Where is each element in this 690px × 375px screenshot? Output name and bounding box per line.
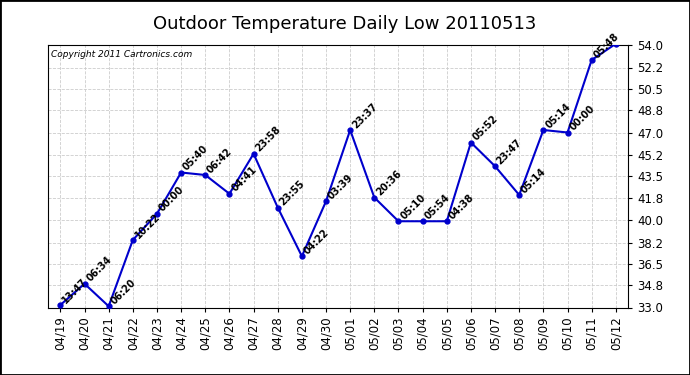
Text: 06:34: 06:34 (85, 255, 114, 284)
Text: 05:40: 05:40 (181, 144, 210, 172)
Text: 23:58: 23:58 (254, 124, 283, 154)
Text: 05:14: 05:14 (544, 101, 573, 130)
Text: 05:14: 05:14 (519, 166, 549, 195)
Text: 10:22: 10:22 (132, 211, 162, 240)
Text: 04:22: 04:22 (302, 227, 331, 256)
Text: 06:20: 06:20 (109, 277, 138, 306)
Text: 00:00: 00:00 (567, 104, 597, 132)
Text: Outdoor Temperature Daily Low 20110513: Outdoor Temperature Daily Low 20110513 (153, 15, 537, 33)
Text: 06:42: 06:42 (206, 146, 235, 175)
Text: 02:53: 02:53 (0, 374, 1, 375)
Text: 23:37: 23:37 (350, 101, 380, 130)
Text: 23:55: 23:55 (277, 178, 307, 207)
Text: 00:00: 00:00 (157, 185, 186, 214)
Text: Copyright 2011 Cartronics.com: Copyright 2011 Cartronics.com (51, 50, 193, 59)
Text: 04:38: 04:38 (447, 192, 476, 221)
Text: 05:10: 05:10 (398, 192, 428, 221)
Text: 03:39: 03:39 (326, 172, 355, 201)
Text: 13:47: 13:47 (61, 276, 90, 305)
Text: 23:47: 23:47 (495, 137, 524, 166)
Text: 05:48: 05:48 (591, 31, 621, 60)
Text: 05:54: 05:54 (422, 192, 452, 221)
Text: 05:52: 05:52 (471, 114, 500, 142)
Text: 20:36: 20:36 (374, 168, 404, 198)
Text: 04:41: 04:41 (229, 165, 259, 194)
